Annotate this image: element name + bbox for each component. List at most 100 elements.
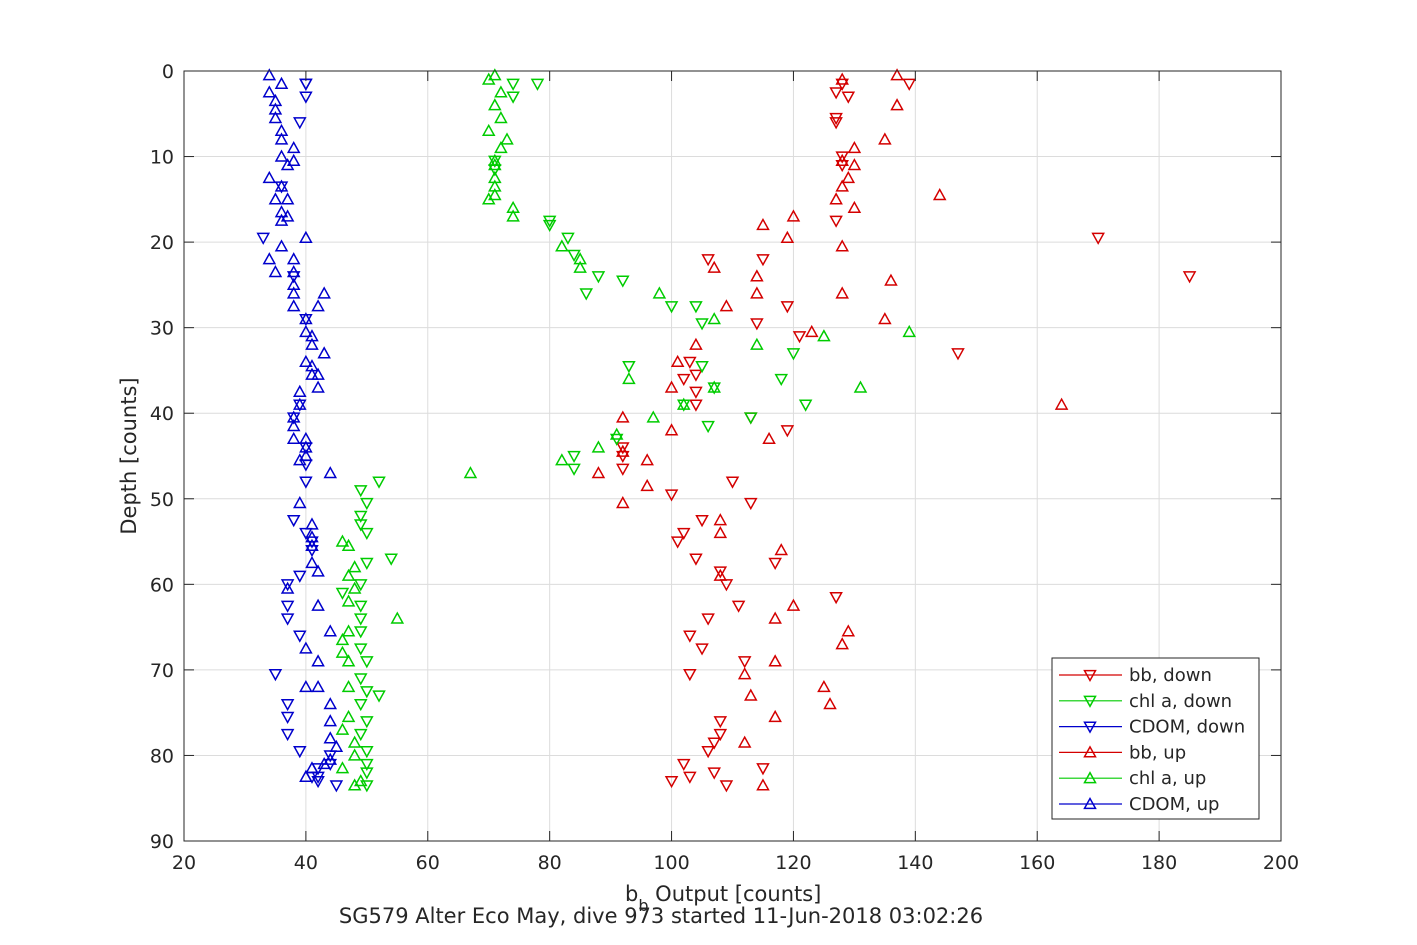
x-tick-label: 200	[1263, 852, 1299, 874]
data-point	[853, 380, 868, 393]
legend-marker	[1083, 695, 1097, 708]
data-point	[286, 419, 301, 432]
data-point	[561, 232, 575, 245]
axis-ticks: 20 40 60 80 100 120 140 160 180 200 0 10 20 30 40 50 60 7…	[150, 61, 1299, 874]
data-point	[786, 348, 801, 361]
data-point	[689, 399, 703, 412]
data-point	[616, 410, 630, 423]
data-point	[262, 170, 277, 184]
chart-title: SG579 Alter Eco May, dive 973 started 11…	[339, 904, 983, 928]
data-point	[280, 579, 295, 592]
data-point	[299, 641, 313, 654]
data-point	[695, 515, 709, 528]
data-point	[670, 354, 685, 368]
data-point	[847, 140, 862, 154]
data-point	[591, 466, 606, 479]
data-point	[286, 515, 301, 528]
data-point	[481, 72, 496, 85]
data-point	[268, 669, 283, 682]
data-point	[268, 192, 283, 205]
data-point	[780, 301, 795, 314]
data-point	[744, 412, 758, 425]
data-point	[737, 667, 752, 680]
data-point	[299, 448, 313, 462]
data-point	[555, 453, 569, 466]
data-point	[841, 170, 856, 184]
y-tick-label: 40	[150, 403, 174, 425]
data-point	[835, 286, 849, 299]
x-axis-label-subscript: b	[638, 896, 648, 915]
data-point	[323, 624, 338, 637]
data-point	[774, 543, 789, 556]
data-point	[707, 767, 721, 780]
data-point	[725, 476, 740, 489]
data-point	[817, 329, 831, 342]
legend-marker	[1083, 669, 1097, 683]
legend-label: chl a, up	[1129, 768, 1206, 789]
data-point	[299, 324, 313, 338]
data-point	[676, 527, 691, 541]
data-point	[902, 78, 917, 91]
data-point	[719, 299, 734, 312]
data-point	[676, 397, 691, 410]
data-point	[683, 669, 697, 682]
data-point	[280, 192, 295, 205]
data-point	[293, 397, 307, 410]
data-point	[360, 527, 374, 541]
data-point	[707, 312, 721, 325]
x-tick-label: 40	[294, 852, 318, 874]
data-point	[384, 553, 398, 566]
data-point	[353, 728, 368, 742]
data-point	[268, 265, 283, 278]
data-point	[713, 513, 728, 526]
data-point	[293, 630, 307, 643]
data-point	[463, 466, 478, 479]
data-point	[707, 380, 721, 393]
data-point	[780, 230, 795, 243]
data-point	[286, 286, 301, 299]
data-point	[274, 132, 289, 145]
data-point	[494, 140, 508, 154]
y-tick-label: 70	[150, 660, 174, 682]
data-point	[293, 496, 307, 509]
data-point	[286, 265, 301, 278]
data-point	[567, 450, 581, 464]
data-point	[481, 123, 496, 137]
data-point	[835, 637, 849, 650]
data-point	[262, 85, 277, 98]
data-point	[293, 384, 307, 397]
y-tick-label: 10	[150, 147, 174, 169]
x-tick-label: 120	[775, 852, 811, 874]
data-point	[311, 380, 325, 393]
legend-marker	[1083, 745, 1097, 758]
legend-label: CDOM, down	[1129, 717, 1245, 738]
data-point	[701, 254, 715, 267]
legend-label: bb, up	[1129, 742, 1186, 763]
data-point	[902, 324, 917, 338]
data-point	[640, 453, 654, 466]
data-point	[829, 192, 843, 205]
data-point	[353, 774, 368, 787]
data-point	[786, 209, 801, 222]
data-point	[506, 209, 520, 222]
data-point	[353, 579, 368, 592]
data-point	[341, 538, 356, 551]
data-point	[670, 536, 685, 549]
data-point	[305, 517, 319, 530]
data-point	[652, 286, 667, 299]
data-point	[353, 519, 368, 532]
data-point	[884, 273, 898, 286]
data-point	[280, 728, 295, 742]
data-point	[542, 219, 557, 233]
data-point	[488, 188, 502, 201]
data-point	[762, 431, 776, 445]
data-point	[737, 735, 752, 748]
data-point	[731, 600, 746, 613]
data-point	[713, 728, 728, 742]
data-point	[701, 613, 715, 626]
y-tick-label: 90	[150, 831, 174, 853]
data-point	[683, 356, 697, 369]
data-point	[323, 466, 338, 479]
data-point	[280, 158, 295, 171]
